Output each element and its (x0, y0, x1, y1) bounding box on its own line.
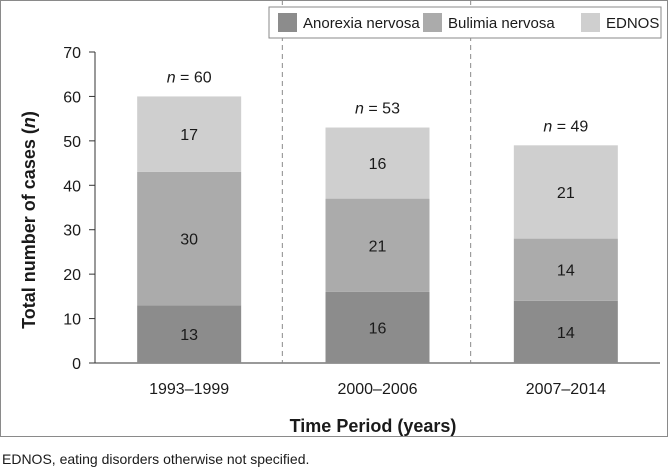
bar-segment (137, 305, 242, 363)
total-label: n = 60 (167, 69, 212, 86)
x-axis-label: Time Period (years) (290, 416, 457, 436)
total-label-var: n (355, 101, 364, 118)
total-label-value: = 53 (364, 101, 400, 118)
y-tick-label: 30 (63, 223, 81, 240)
y-axis-label-var: n (19, 117, 39, 128)
x-tick-label: 2000–2006 (337, 381, 417, 398)
x-tick-label: 1993–1999 (149, 381, 229, 398)
data-label: 16 (369, 320, 387, 337)
data-label: 30 (180, 232, 198, 249)
bar-segment (513, 238, 618, 301)
y-tick-label: 10 (63, 312, 81, 329)
footnote: EDNOS, eating disorders otherwise not sp… (2, 451, 310, 467)
bar-segment (325, 198, 430, 292)
total-label-value: = 49 (552, 118, 588, 135)
total-label-var: n (543, 118, 552, 135)
data-label: 21 (557, 185, 575, 202)
legend-label: Anorexia nervosa (303, 15, 420, 32)
chart-frame (0, 0, 668, 437)
data-label: 14 (557, 325, 575, 342)
total-label-value: = 60 (176, 69, 212, 86)
period-separators (281, 0, 472, 363)
total-label: n = 49 (543, 118, 588, 135)
data-label: 13 (180, 327, 198, 344)
x-tick-label: 2007–2014 (526, 381, 606, 398)
y-axis-label-close: ) (19, 111, 39, 117)
legend-label: Bulimia nervosa (448, 15, 555, 32)
y-tick-label: 0 (72, 356, 81, 373)
y-tick-label: 50 (63, 134, 81, 151)
y-tick-label: 40 (63, 178, 81, 195)
y-tick-label: 20 (63, 267, 81, 284)
total-label: n = 53 (355, 101, 400, 118)
bar-segment (325, 291, 430, 363)
data-label: 21 (369, 238, 387, 255)
bar-segment (325, 127, 430, 199)
bar-segment (137, 171, 242, 306)
bar-segment (137, 96, 242, 172)
y-tick-label: 60 (63, 89, 81, 106)
total-label-var: n (167, 69, 176, 86)
y-axis-label: Total number of cases (n) (19, 111, 39, 329)
legend-swatch (423, 13, 442, 32)
data-label: 14 (557, 263, 575, 280)
data-label: 17 (180, 127, 198, 144)
bars: 13 30 17 n = 60 1993–1999 16 21 16 n = 53 2000–20… (137, 69, 618, 398)
y-tick-label: 70 (63, 45, 81, 62)
legend: Anorexia nervosa Bulimia nervosa EDNOS (268, 6, 662, 39)
legend-swatch (278, 13, 297, 32)
bar-segment (513, 145, 618, 239)
y-axis-label-text: Total number of cases ( (19, 128, 39, 329)
data-label: 16 (369, 156, 387, 173)
bar-segment (513, 300, 618, 363)
legend-swatch (581, 13, 600, 32)
legend-label: EDNOS (606, 15, 659, 32)
